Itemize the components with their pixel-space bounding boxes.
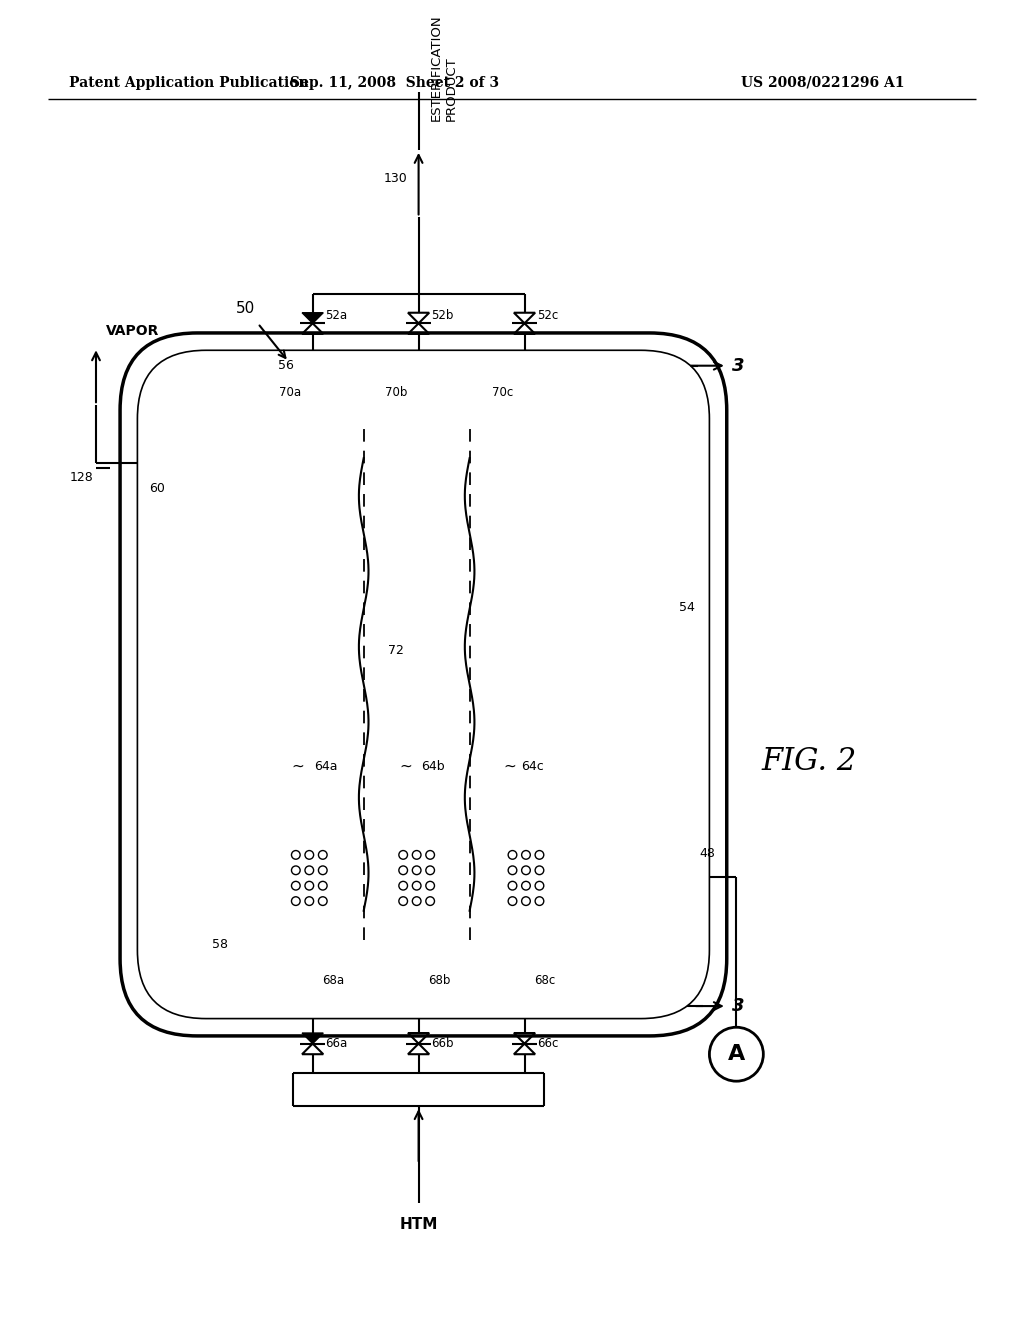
Text: 68a: 68a: [323, 974, 344, 986]
Text: 48: 48: [699, 846, 716, 859]
Text: 52b: 52b: [431, 309, 454, 322]
Text: 130: 130: [383, 173, 407, 185]
Text: 54: 54: [679, 601, 694, 614]
Text: ~: ~: [504, 759, 516, 774]
Text: 56: 56: [278, 359, 294, 372]
Text: 60: 60: [148, 482, 165, 495]
Polygon shape: [302, 313, 324, 323]
Text: FIG. 2: FIG. 2: [761, 746, 856, 777]
Text: ESTERIFICATION
PRODUCT: ESTERIFICATION PRODUCT: [430, 15, 458, 121]
Text: ~: ~: [292, 759, 304, 774]
Text: VAPOR: VAPOR: [105, 323, 159, 338]
Text: 3: 3: [731, 356, 744, 375]
Text: 58: 58: [212, 939, 227, 950]
Text: 70c: 70c: [492, 387, 513, 399]
Text: 64b: 64b: [422, 760, 445, 772]
Text: 68b: 68b: [428, 974, 451, 986]
Text: 70a: 70a: [279, 387, 301, 399]
Text: 52a: 52a: [326, 309, 347, 322]
Text: Sep. 11, 2008  Sheet 2 of 3: Sep. 11, 2008 Sheet 2 of 3: [290, 75, 499, 90]
Text: 66c: 66c: [537, 1038, 558, 1051]
Text: A: A: [728, 1044, 745, 1064]
Text: 64c: 64c: [521, 760, 544, 772]
FancyBboxPatch shape: [120, 333, 727, 1036]
Text: HTM: HTM: [399, 1217, 438, 1232]
Polygon shape: [302, 1034, 324, 1044]
Text: 52c: 52c: [537, 309, 558, 322]
Text: 66a: 66a: [326, 1038, 347, 1051]
Text: 66b: 66b: [431, 1038, 454, 1051]
Text: ~: ~: [399, 759, 412, 774]
Text: 3: 3: [731, 997, 744, 1015]
FancyBboxPatch shape: [137, 350, 710, 1019]
Text: US 2008/0221296 A1: US 2008/0221296 A1: [741, 75, 904, 90]
Text: 68c: 68c: [535, 974, 555, 986]
Text: Patent Application Publication: Patent Application Publication: [69, 75, 308, 90]
Text: 128: 128: [70, 471, 93, 484]
Text: 70b: 70b: [385, 387, 407, 399]
Text: 72: 72: [388, 644, 403, 657]
Text: 64a: 64a: [314, 760, 338, 772]
Text: 50: 50: [236, 301, 255, 317]
